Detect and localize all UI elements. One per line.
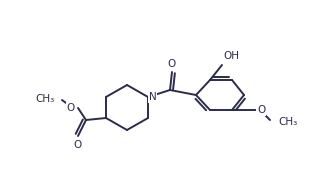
Text: CH₃: CH₃: [36, 94, 55, 104]
Text: O: O: [167, 59, 175, 69]
Text: O: O: [67, 103, 75, 113]
Text: OH: OH: [223, 51, 239, 61]
Text: CH₃: CH₃: [278, 117, 297, 127]
Text: O: O: [257, 105, 265, 115]
Text: N: N: [149, 92, 157, 102]
Text: O: O: [74, 140, 82, 150]
